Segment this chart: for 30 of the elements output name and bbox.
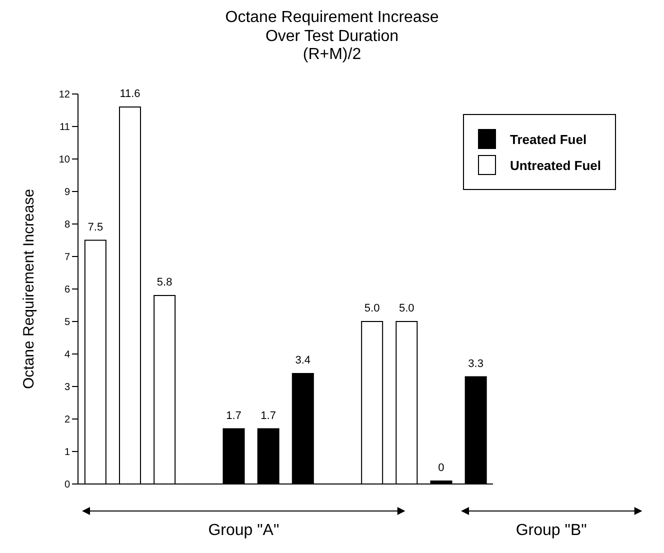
y-tick-label: 6 bbox=[64, 284, 70, 296]
y-tick-label: 12 bbox=[58, 90, 70, 101]
y-tick-label: 0 bbox=[64, 480, 70, 491]
y-tick-label: 11 bbox=[60, 122, 70, 134]
data-label: 3.3 bbox=[468, 358, 484, 370]
y-tick-label: 9 bbox=[64, 187, 70, 198]
legend-label: Treated Fuel bbox=[510, 132, 587, 146]
chart-title: Octane Requirement Increase Over Test Duration bbox=[224, 8, 440, 46]
chart-subtitle: (R+M)/2 bbox=[302, 46, 362, 64]
y-axis-title: Octane Requirement Increase bbox=[20, 188, 38, 390]
legend-label: Untreated Fuel bbox=[510, 158, 601, 172]
data-label: 5.8 bbox=[156, 276, 172, 288]
y-tick-label: 2 bbox=[64, 414, 70, 426]
y-tick-label: 7 bbox=[64, 252, 70, 264]
data-label: 7.5 bbox=[88, 221, 104, 234]
y-tick-label: 5 bbox=[64, 317, 70, 328]
text: Group "B" bbox=[514, 522, 588, 540]
data-label: 11.6 bbox=[120, 88, 140, 100]
data-label: 3.4 bbox=[295, 354, 311, 366]
y-tick-label: 3 bbox=[64, 382, 70, 394]
data-label: 5.0 bbox=[364, 302, 380, 314]
y-tick-label: 8 bbox=[64, 220, 70, 231]
data-label: 1.7 bbox=[260, 410, 276, 422]
y-tick-label: 10 bbox=[58, 154, 70, 166]
y-tick-label: 4 bbox=[64, 350, 70, 361]
data-label: 0 bbox=[438, 462, 444, 474]
data-label: 1.7 bbox=[226, 410, 242, 422]
y-tick-label: 1 bbox=[64, 447, 70, 458]
text: Group "A" bbox=[207, 522, 280, 540]
data-label: 5.0 bbox=[399, 302, 414, 314]
